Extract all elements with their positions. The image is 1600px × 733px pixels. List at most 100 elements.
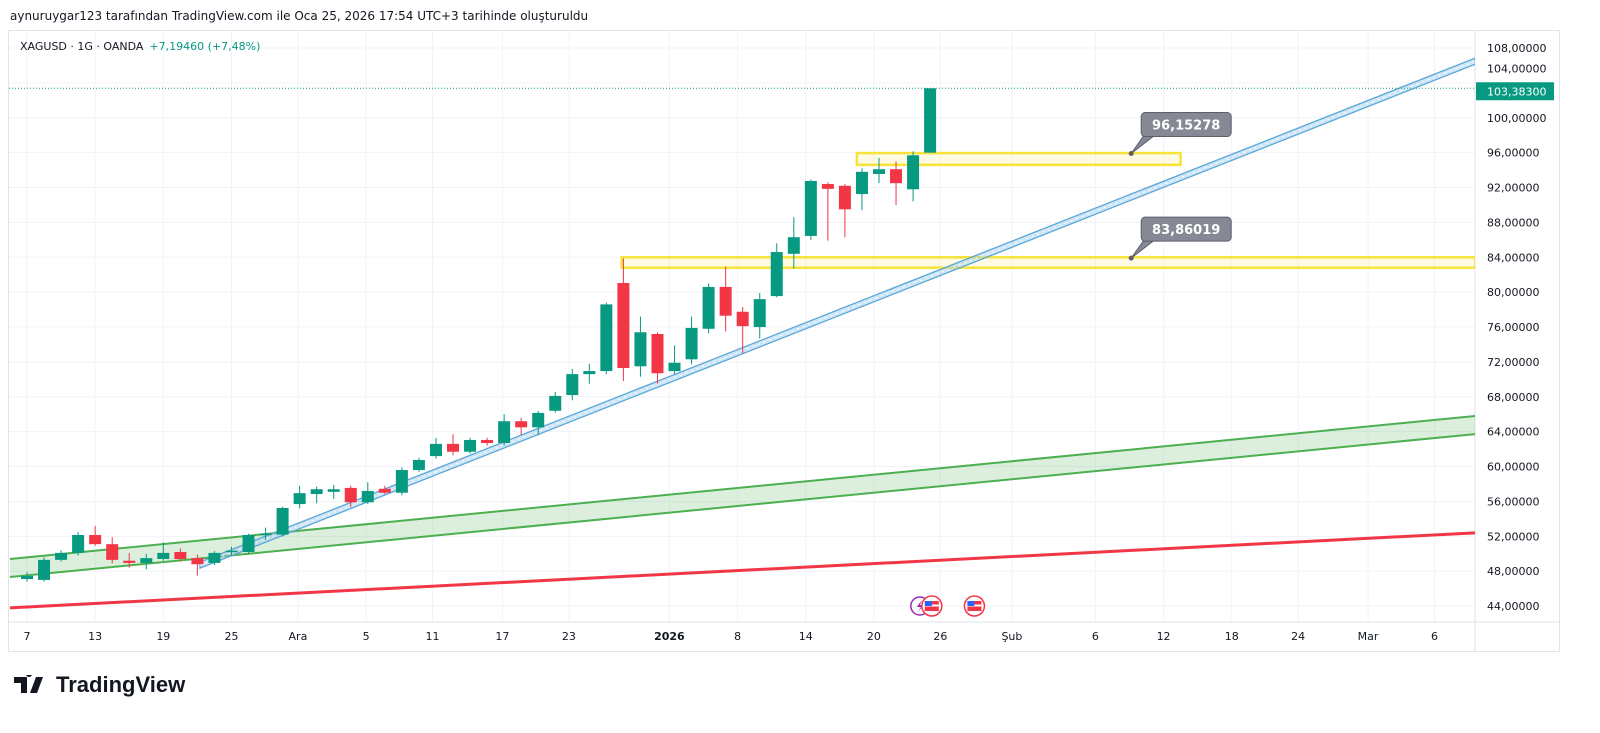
y-tick-label: 64,00000: [1487, 426, 1540, 439]
candle-down: [174, 552, 187, 559]
candle-up: [855, 171, 868, 195]
x-tick-label: 6: [1092, 630, 1099, 643]
x-tick-label: 23: [562, 630, 576, 643]
candle-up: [72, 535, 85, 553]
candle-up: [259, 533, 272, 536]
y-tick-label: 72,00000: [1487, 356, 1540, 369]
x-tick-label: 11: [426, 630, 440, 643]
candle-down: [719, 286, 732, 316]
flag-canton: [924, 601, 932, 606]
candle-down: [838, 185, 851, 210]
yellow-zone: [855, 151, 1182, 167]
candle-up: [532, 412, 545, 428]
x-tick-label: 26: [933, 630, 947, 643]
candle-up: [276, 507, 289, 535]
chart-frame[interactable]: [8, 30, 1560, 652]
x-tick-label: 25: [224, 630, 238, 643]
x-tick-label: 14: [799, 630, 813, 643]
y-tick-label: 108,00000: [1487, 42, 1547, 55]
candle-up: [907, 155, 920, 190]
blue-channel-midline: [199, 60, 1475, 566]
x-tick-label: Şub: [1001, 630, 1022, 643]
candle-down: [378, 488, 391, 493]
x-tick-label: 20: [867, 630, 881, 643]
candle-up: [225, 550, 238, 553]
candle-up: [464, 439, 477, 452]
green-channel-line: [9, 433, 1475, 579]
candle-up: [583, 371, 596, 375]
candle-down: [617, 283, 630, 369]
x-tick-label: 8: [734, 630, 741, 643]
tv-logo-icon: [14, 675, 43, 693]
symbol-legend: XAGUSD · 1G · OANDA +7,19460 (+7,48%): [20, 40, 260, 53]
x-tick-label: Ara: [289, 630, 308, 643]
candle-down: [89, 535, 102, 545]
green-channel-line: [9, 415, 1475, 560]
y-tick-label: 104,00000: [1487, 62, 1547, 75]
candle-up: [804, 180, 817, 236]
candle-up: [787, 237, 800, 254]
tradingview-logo[interactable]: TradingView: [14, 672, 185, 698]
candle-down: [123, 560, 136, 563]
callout-label: 83,86019: [1152, 223, 1220, 238]
candle-down: [890, 169, 903, 184]
x-tick-label: Mar: [1358, 630, 1379, 643]
x-tick-label: 24: [1291, 630, 1305, 643]
x-tick-label: 7: [24, 630, 31, 643]
x-tick-label: 19: [156, 630, 170, 643]
y-tick-label: 92,00000: [1487, 182, 1540, 195]
x-tick-label: 6: [1431, 630, 1438, 643]
candle-up: [327, 489, 340, 492]
candle-up: [361, 490, 374, 503]
candle-up: [702, 286, 715, 329]
lightning-glyph: [916, 600, 924, 612]
candle-up: [685, 327, 698, 360]
candle-down: [344, 487, 357, 503]
candle-up: [873, 169, 885, 175]
flag-canton: [967, 601, 975, 606]
current-price-badge: [1476, 82, 1554, 101]
candle-up: [498, 421, 511, 444]
y-tick-label: 100,00000: [1487, 112, 1547, 125]
candle-down: [651, 334, 664, 374]
candle-up: [140, 558, 153, 563]
y-tick-label: 60,00000: [1487, 461, 1540, 474]
symbol-label[interactable]: XAGUSD · 1G · OANDA: [20, 40, 144, 53]
candle-up: [634, 332, 647, 367]
candle-up: [310, 489, 323, 495]
y-tick-label: 96,00000: [1487, 147, 1540, 160]
candle-down: [447, 443, 459, 452]
candle-up: [549, 395, 562, 411]
callout-pointer: [1130, 136, 1155, 154]
x-tick-label: 18: [1225, 630, 1239, 643]
x-tick-label: 17: [495, 630, 509, 643]
candle-down: [515, 421, 528, 428]
brand-name: TradingView: [56, 672, 186, 697]
candle-up: [924, 88, 937, 153]
candle-up: [753, 299, 766, 328]
candle-up: [293, 493, 306, 505]
candle-up: [208, 552, 221, 563]
x-tick-label: 5: [363, 630, 370, 643]
y-tick-label: 52,00000: [1487, 530, 1540, 543]
x-tick-label: 2026: [654, 630, 685, 643]
candle-down: [736, 311, 749, 327]
candle-down: [106, 544, 119, 560]
candle-up: [429, 443, 442, 457]
y-tick-label: 84,00000: [1487, 251, 1540, 264]
x-tick-label: 12: [1157, 630, 1171, 643]
y-tick-label: 88,00000: [1487, 216, 1540, 229]
callout-label: 96,15278: [1152, 119, 1220, 134]
y-tick-label: 80,00000: [1487, 286, 1540, 299]
callout-box: [1140, 216, 1232, 242]
candle-down: [191, 558, 204, 565]
y-tick-label: 44,00000: [1487, 600, 1540, 613]
y-tick-label: 68,00000: [1487, 391, 1540, 404]
yellow-zone: [620, 256, 1475, 269]
candle-up: [770, 252, 783, 297]
callout-pointer: [1130, 240, 1155, 259]
candle-up: [55, 552, 68, 560]
candle-up: [668, 362, 681, 372]
candle-down: [821, 184, 834, 189]
